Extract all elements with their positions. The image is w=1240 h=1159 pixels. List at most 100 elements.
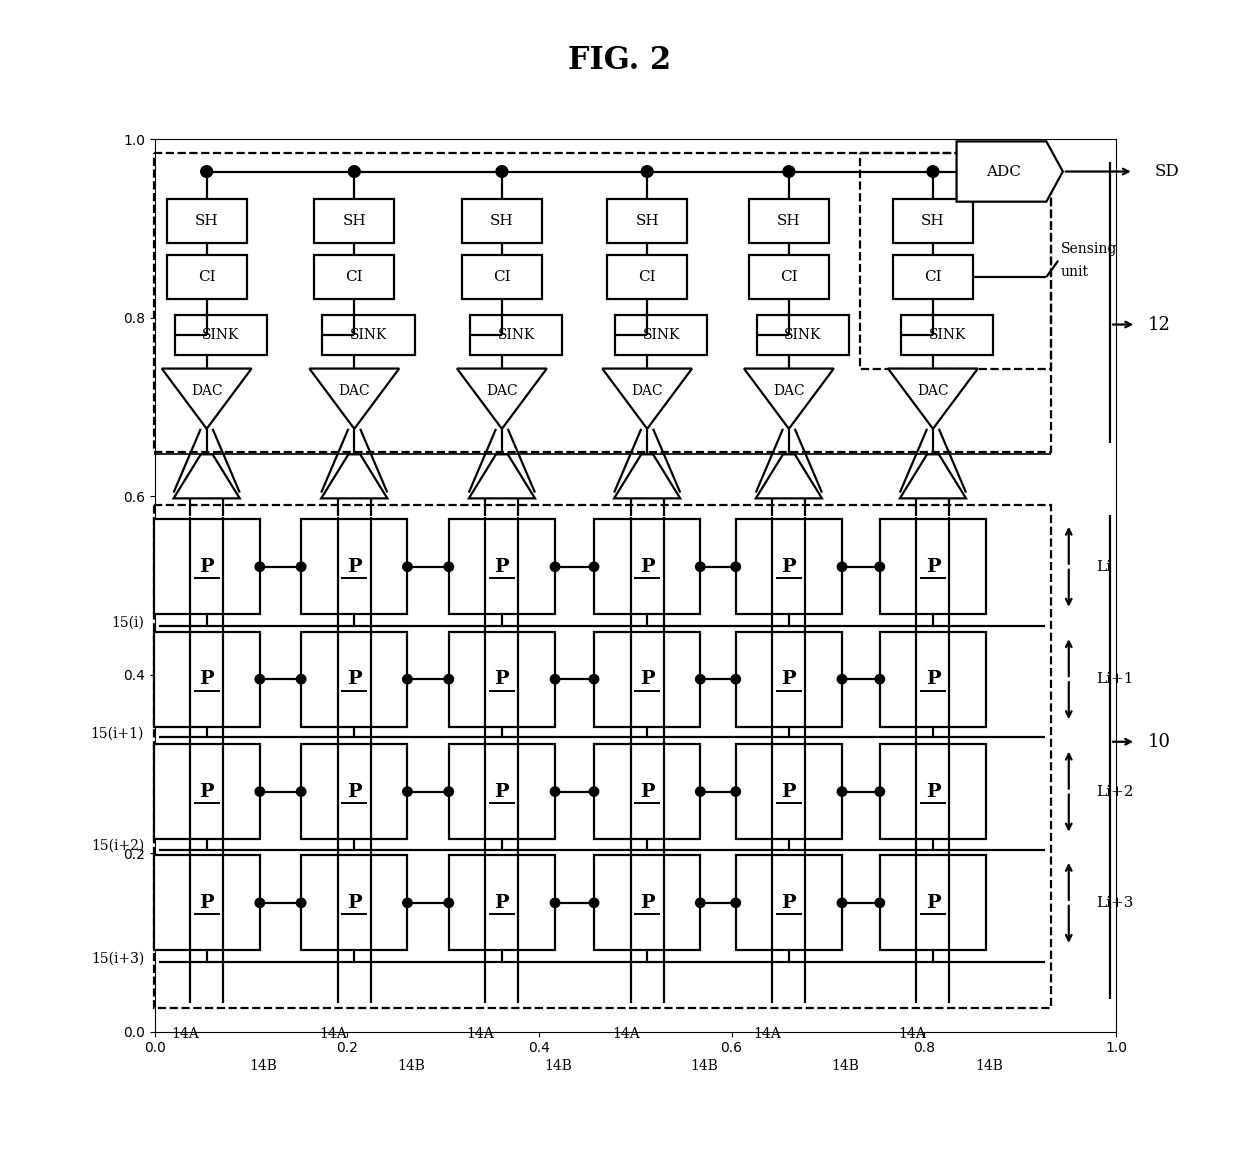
Circle shape — [403, 562, 412, 571]
Text: DAC: DAC — [773, 385, 805, 399]
Text: 15(i+3): 15(i+3) — [91, 952, 144, 965]
Text: 14B: 14B — [397, 1059, 425, 1073]
Text: P: P — [347, 894, 362, 912]
Circle shape — [732, 898, 740, 907]
Text: 14A: 14A — [898, 1027, 925, 1041]
Circle shape — [403, 787, 412, 796]
Circle shape — [444, 787, 454, 796]
Bar — [880, 855, 986, 950]
Bar — [322, 315, 414, 355]
Polygon shape — [614, 454, 681, 498]
Text: SINK: SINK — [202, 328, 239, 342]
Text: SH: SH — [635, 214, 658, 228]
Text: P: P — [495, 670, 510, 688]
Circle shape — [875, 675, 884, 684]
Bar — [893, 199, 973, 243]
Bar — [735, 744, 842, 839]
Circle shape — [589, 787, 599, 796]
Polygon shape — [956, 141, 1063, 202]
Text: 14B: 14B — [832, 1059, 859, 1073]
Text: 14A: 14A — [319, 1027, 347, 1041]
Bar — [756, 315, 849, 355]
Circle shape — [875, 898, 884, 907]
Bar — [166, 199, 247, 243]
Bar — [314, 199, 394, 243]
Bar — [301, 632, 408, 727]
Text: P: P — [925, 894, 940, 912]
Circle shape — [875, 562, 884, 571]
Text: Li+3: Li+3 — [1096, 896, 1133, 910]
Bar — [154, 519, 260, 614]
Text: 15(i+2): 15(i+2) — [91, 839, 144, 853]
Text: P: P — [495, 557, 510, 576]
Text: 14B: 14B — [249, 1059, 278, 1073]
Text: SH: SH — [342, 214, 366, 228]
Text: P: P — [200, 557, 215, 576]
Circle shape — [296, 562, 306, 571]
Polygon shape — [888, 369, 978, 429]
Text: SINK: SINK — [497, 328, 534, 342]
Polygon shape — [458, 369, 547, 429]
Text: P: P — [781, 670, 796, 688]
Circle shape — [444, 562, 454, 571]
Bar — [449, 744, 556, 839]
Text: Li+1: Li+1 — [1096, 672, 1133, 686]
Circle shape — [875, 787, 884, 796]
Circle shape — [551, 675, 559, 684]
Text: CI: CI — [780, 270, 797, 284]
Text: P: P — [640, 670, 655, 688]
Text: P: P — [781, 894, 796, 912]
Text: DAC: DAC — [631, 385, 663, 399]
Text: 14B: 14B — [544, 1059, 573, 1073]
Text: P: P — [781, 782, 796, 801]
Bar — [314, 255, 394, 299]
Text: CI: CI — [924, 270, 941, 284]
Bar — [154, 744, 260, 839]
Text: ADC: ADC — [986, 165, 1022, 178]
Text: SINK: SINK — [785, 328, 822, 342]
Text: P: P — [200, 894, 215, 912]
Circle shape — [201, 166, 212, 177]
Text: 14B: 14B — [689, 1059, 718, 1073]
Bar — [154, 632, 260, 727]
Text: P: P — [640, 557, 655, 576]
Text: DAC: DAC — [486, 385, 518, 399]
Circle shape — [296, 675, 306, 684]
Text: FIG. 2: FIG. 2 — [568, 45, 672, 75]
Polygon shape — [469, 454, 534, 498]
Text: Li+2: Li+2 — [1096, 785, 1133, 799]
Text: Sensing: Sensing — [1060, 242, 1117, 256]
Circle shape — [696, 898, 706, 907]
Polygon shape — [900, 454, 966, 498]
Circle shape — [641, 166, 653, 177]
Bar — [449, 519, 556, 614]
Bar — [301, 519, 408, 614]
Bar — [461, 199, 542, 243]
Text: P: P — [200, 670, 215, 688]
Text: 14B: 14B — [976, 1059, 1003, 1073]
Text: P: P — [347, 782, 362, 801]
Text: DAC: DAC — [918, 385, 949, 399]
Text: 10: 10 — [1148, 732, 1171, 751]
Circle shape — [589, 898, 599, 907]
Bar — [154, 153, 1052, 452]
Polygon shape — [161, 369, 252, 429]
Text: SH: SH — [777, 214, 801, 228]
Text: 14A: 14A — [754, 1027, 781, 1041]
Text: DAC: DAC — [191, 385, 222, 399]
Circle shape — [551, 562, 559, 571]
Polygon shape — [321, 454, 387, 498]
Circle shape — [837, 562, 847, 571]
Text: CI: CI — [494, 270, 511, 284]
Bar — [901, 315, 993, 355]
Text: 12: 12 — [1148, 315, 1171, 334]
Bar — [749, 199, 830, 243]
Circle shape — [496, 166, 508, 177]
Bar — [880, 744, 986, 839]
Circle shape — [255, 787, 264, 796]
Circle shape — [551, 787, 559, 796]
Circle shape — [696, 675, 706, 684]
Text: SH: SH — [490, 214, 513, 228]
Text: SINK: SINK — [350, 328, 387, 342]
Text: P: P — [925, 782, 940, 801]
